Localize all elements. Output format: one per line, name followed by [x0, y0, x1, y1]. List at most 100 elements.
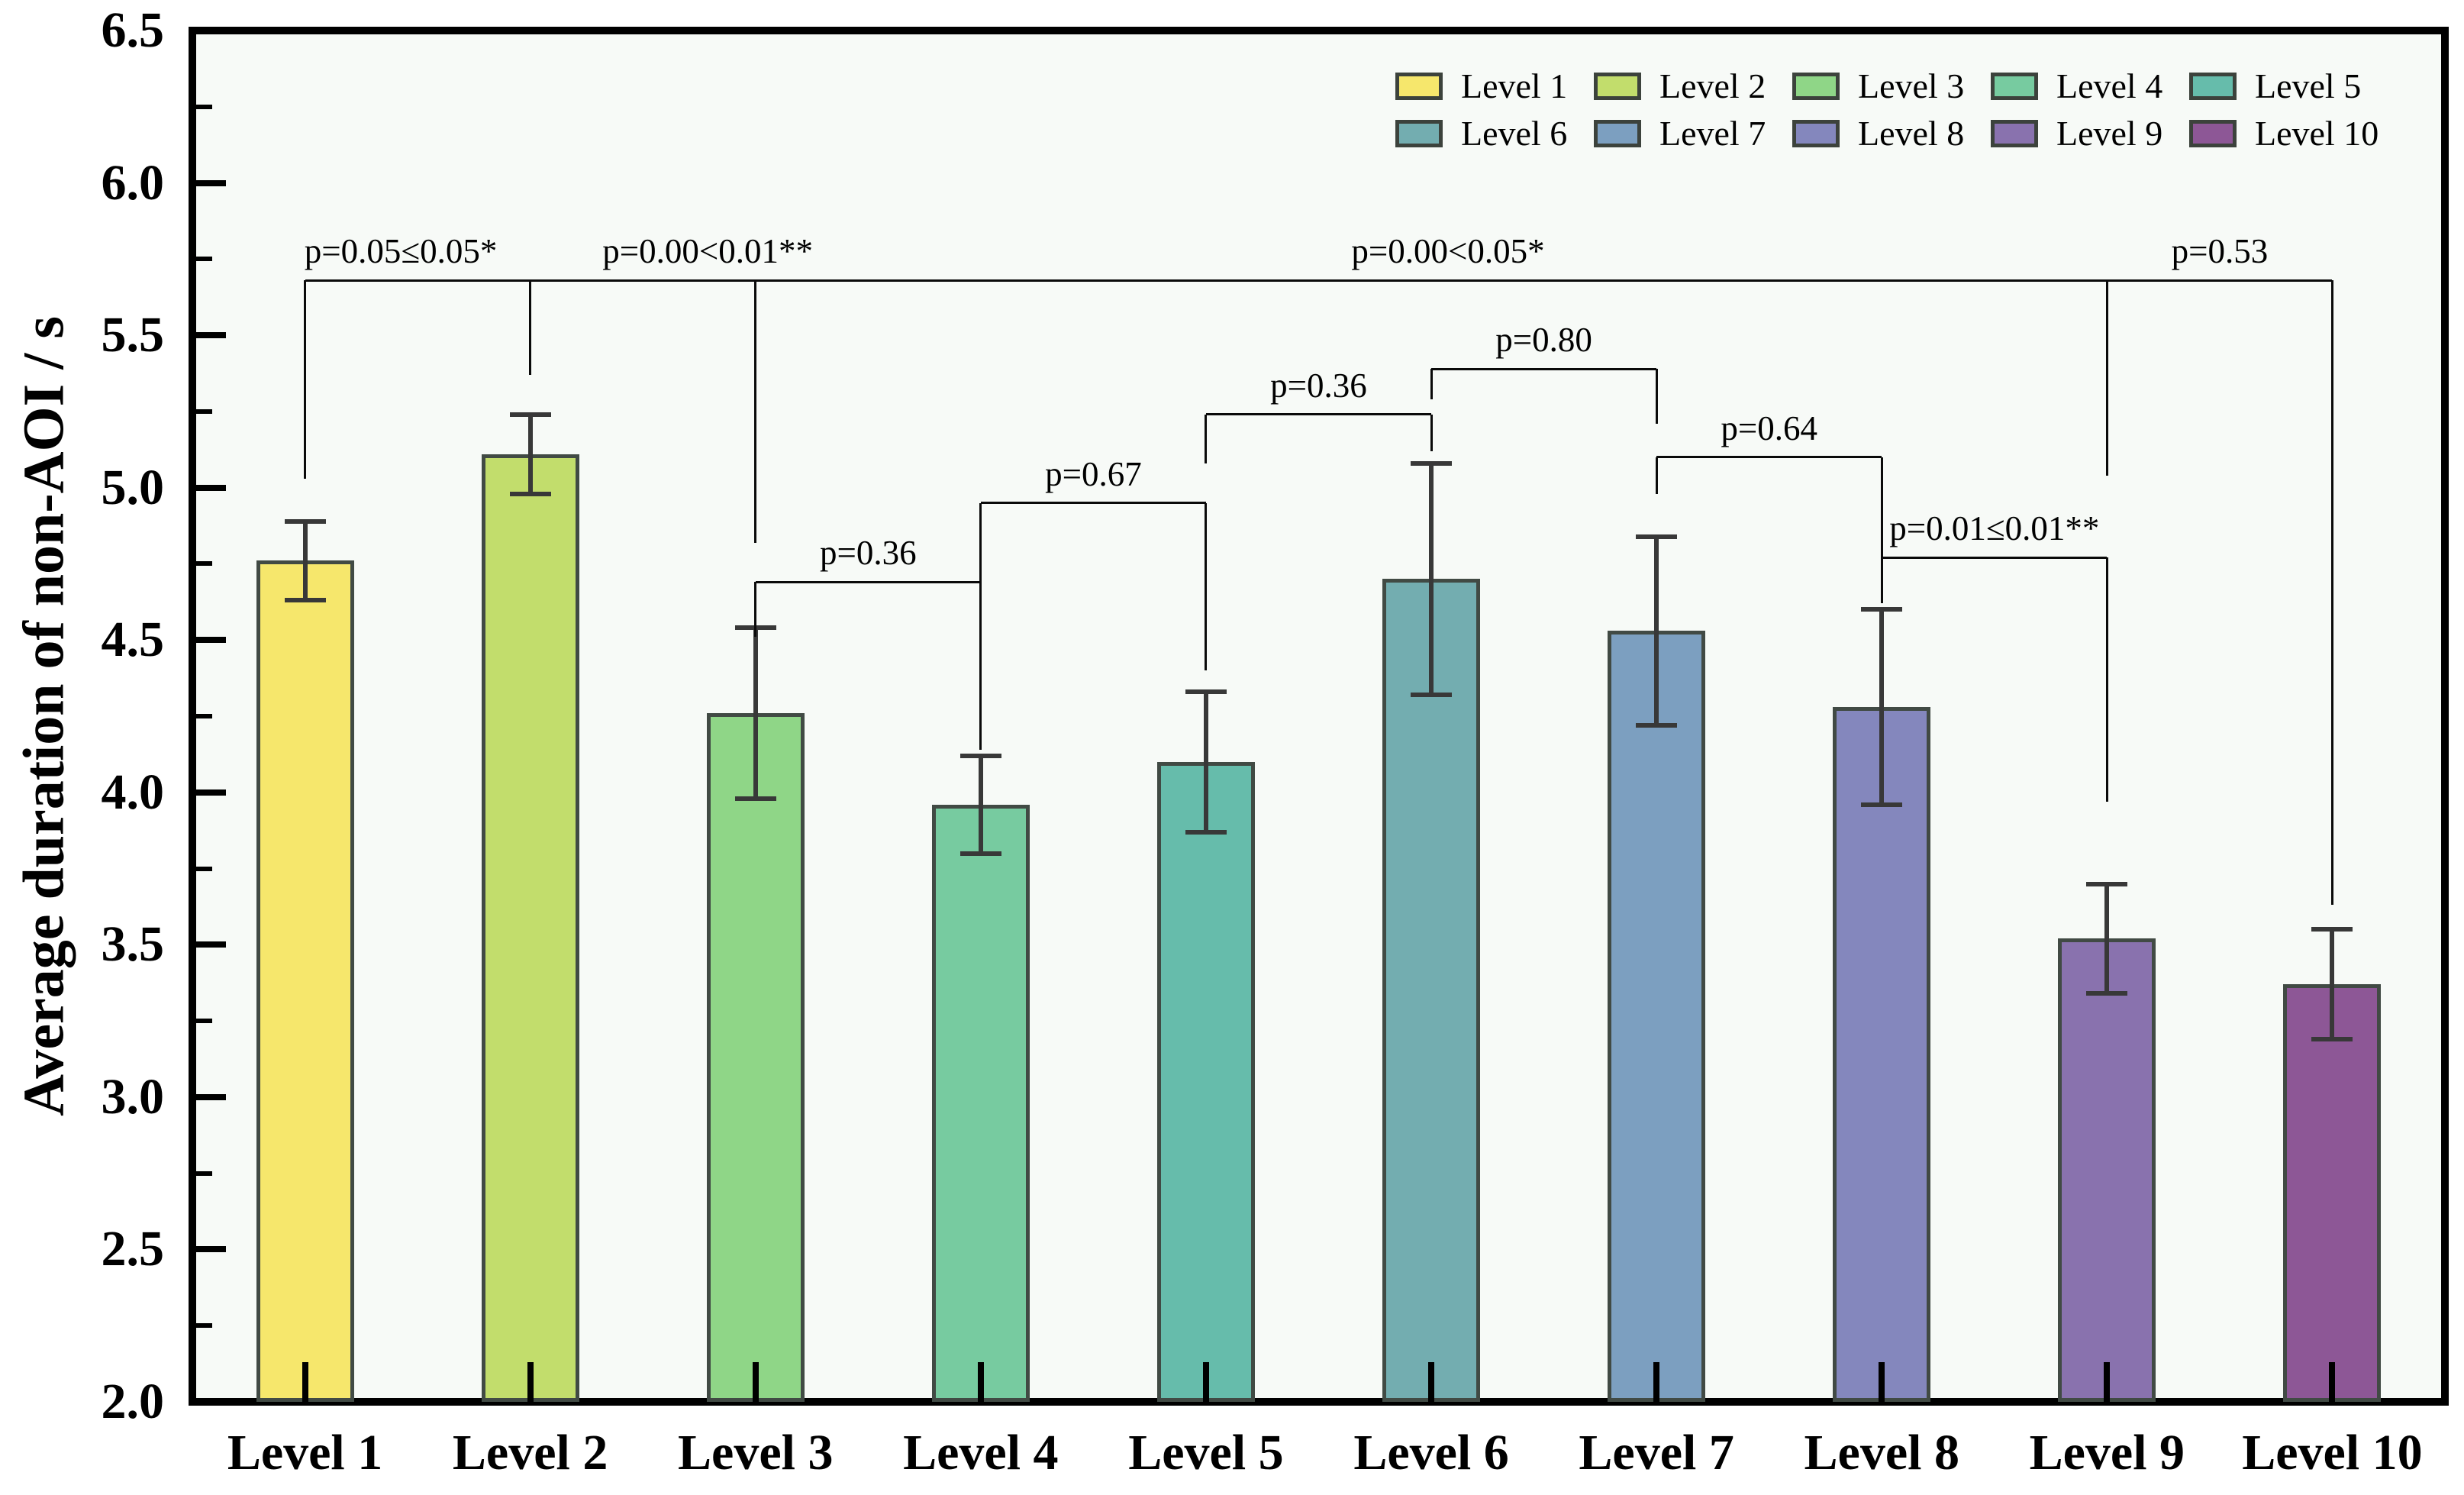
y-tick-label: 4.0: [101, 764, 165, 820]
legend-entry-level-2: Level 2: [1594, 68, 1792, 105]
error-cap-top: [2311, 927, 2353, 932]
y-minor-tick: [192, 1323, 212, 1329]
significance-bracket-drop-left: [754, 280, 757, 543]
x-tick-label: Level 5: [1128, 1425, 1284, 1480]
significance-bracket-line: [1882, 556, 2108, 559]
bar-level-10: [2283, 984, 2382, 1402]
bar-level-9: [2058, 938, 2156, 1402]
y-minor-tick: [192, 714, 212, 718]
legend-label: Level 10: [2255, 114, 2379, 153]
legend-swatch: [2189, 73, 2237, 100]
x-tick-label: Level 2: [452, 1425, 608, 1480]
error-bar: [302, 521, 308, 601]
x-tick-label: Level 9: [2029, 1425, 2185, 1480]
error-cap-top: [959, 753, 1001, 758]
y-tick-label: 3.5: [101, 916, 165, 973]
error-bar: [2104, 883, 2110, 994]
x-tick-label: Level 8: [1804, 1425, 1959, 1480]
legend-swatch: [1594, 73, 1641, 100]
y-major-tick: [192, 1399, 226, 1405]
significance-p-value-label: p=0.00<0.01**: [602, 232, 814, 271]
x-tick-label: Level 4: [903, 1425, 1059, 1480]
error-cap-bottom: [2311, 1037, 2353, 1042]
error-cap-bottom: [284, 598, 326, 603]
significance-bracket-line: [980, 502, 1206, 505]
y-minor-tick: [192, 1170, 212, 1176]
y-minor-tick: [192, 257, 212, 262]
y-minor-tick: [192, 561, 212, 567]
y-major-tick: [192, 789, 226, 796]
y-major-tick: [192, 332, 226, 339]
y-tick-label: 3.0: [101, 1068, 165, 1125]
significance-p-value-label: p=0.01≤0.01**: [1889, 509, 2100, 548]
significance-p-value-label: p=0.64: [1721, 408, 1817, 447]
legend-swatch: [1594, 120, 1641, 147]
y-minor-tick: [192, 1019, 212, 1024]
y-minor-tick: [192, 408, 212, 414]
legend-label: Level 8: [1858, 114, 1965, 153]
error-cap-bottom: [959, 851, 1001, 856]
bar-level-1: [256, 560, 354, 1402]
significance-bracket-drop-left: [754, 582, 757, 638]
error-cap-bottom: [1636, 722, 1678, 728]
legend-entry-level-4: Level 4: [1991, 68, 2189, 105]
significance-bracket-line: [755, 279, 2108, 282]
error-cap-top: [1185, 689, 1227, 695]
error-cap-bottom: [1861, 802, 1903, 807]
error-cap-top: [284, 518, 326, 524]
significance-bracket-drop-right: [1655, 369, 1658, 424]
x-major-tick: [977, 1362, 984, 1402]
x-major-tick: [752, 1362, 759, 1402]
bar-level-8: [1833, 707, 1931, 1402]
x-tick-label: Level 1: [227, 1425, 383, 1480]
y-major-tick: [192, 27, 226, 34]
x-major-tick: [2329, 1362, 2336, 1402]
significance-bracket-line: [305, 279, 531, 282]
error-cap-bottom: [509, 491, 551, 496]
legend-label: Level 2: [1659, 66, 1766, 105]
y-tick-label: 2.5: [101, 1221, 165, 1277]
bar-level-6: [1382, 579, 1481, 1402]
legend-entry-level-10: Level 10: [2189, 115, 2388, 152]
error-bar: [978, 755, 983, 854]
bar-level-3: [706, 713, 805, 1402]
legend-label: Level 9: [2056, 114, 2163, 153]
error-cap-top: [1411, 460, 1453, 466]
significance-bracket-line: [1205, 413, 1432, 416]
y-axis-title: Average duration of non-AOI / s: [11, 316, 76, 1116]
legend-label: Level 7: [1659, 114, 1766, 153]
bar-level-7: [1608, 631, 1706, 1402]
significance-bracket-drop-left: [979, 502, 982, 750]
significance-bracket-line: [1431, 367, 1657, 370]
error-cap-top: [1636, 534, 1678, 539]
significance-bracket-drop-right: [1430, 414, 1433, 451]
x-major-tick: [1653, 1362, 1660, 1402]
legend-swatch: [1395, 120, 1443, 147]
y-major-tick: [192, 637, 226, 644]
x-tick-label: Level 10: [2242, 1425, 2423, 1480]
significance-bracket-drop-right: [2105, 557, 2108, 802]
significance-p-value-label: p=0.67: [1045, 454, 1142, 493]
y-tick-label: 2.0: [101, 1374, 165, 1429]
x-tick-label: Level 3: [678, 1425, 834, 1480]
significance-bracket-drop-left: [1655, 457, 1658, 494]
legend-label: Level 4: [2056, 66, 2163, 105]
error-cap-top: [1861, 607, 1903, 612]
y-major-tick: [192, 484, 226, 491]
error-cap-bottom: [1185, 829, 1227, 835]
legend-label: Level 6: [1461, 114, 1568, 153]
legend-swatch: [1991, 120, 2038, 147]
x-major-tick: [302, 1362, 308, 1402]
error-bar: [527, 414, 533, 494]
error-cap-bottom: [2086, 991, 2128, 996]
y-major-tick: [192, 941, 226, 948]
significance-bracket-drop-right: [1205, 502, 1208, 671]
significance-bracket-line: [1656, 456, 1882, 459]
legend-swatch: [1792, 120, 1840, 147]
x-major-tick: [2104, 1362, 2111, 1402]
y-minor-tick: [192, 104, 212, 109]
significance-bracket-drop-left: [2105, 280, 2108, 476]
significance-bracket-drop-right: [2330, 280, 2333, 906]
significance-p-value-label: p=0.00<0.05*: [1351, 232, 1545, 271]
